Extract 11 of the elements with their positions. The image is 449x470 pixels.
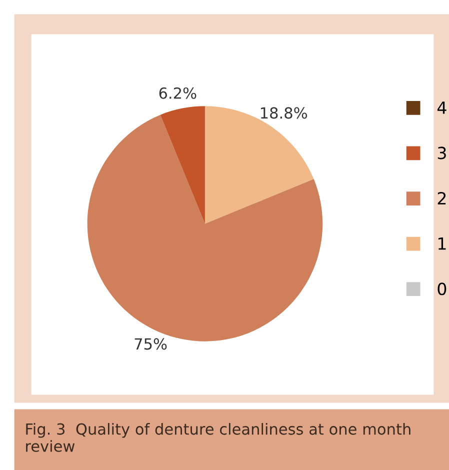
pie-slice: [160, 106, 205, 224]
legend-label: 0: [438, 282, 446, 296]
legend-label: 3: [438, 146, 446, 160]
data-label: 6.2%: [159, 87, 196, 99]
caption: Fig. 3 Quality of denture cleanliness at one month review: [26, 423, 410, 452]
data-label: 75%: [134, 338, 167, 350]
legend-label: 2: [438, 192, 446, 204]
data-label: 18.8%: [260, 107, 308, 119]
legend-label: 1: [438, 237, 446, 250]
pie-slice: [204, 106, 314, 224]
legend-label: 4: [437, 102, 446, 114]
